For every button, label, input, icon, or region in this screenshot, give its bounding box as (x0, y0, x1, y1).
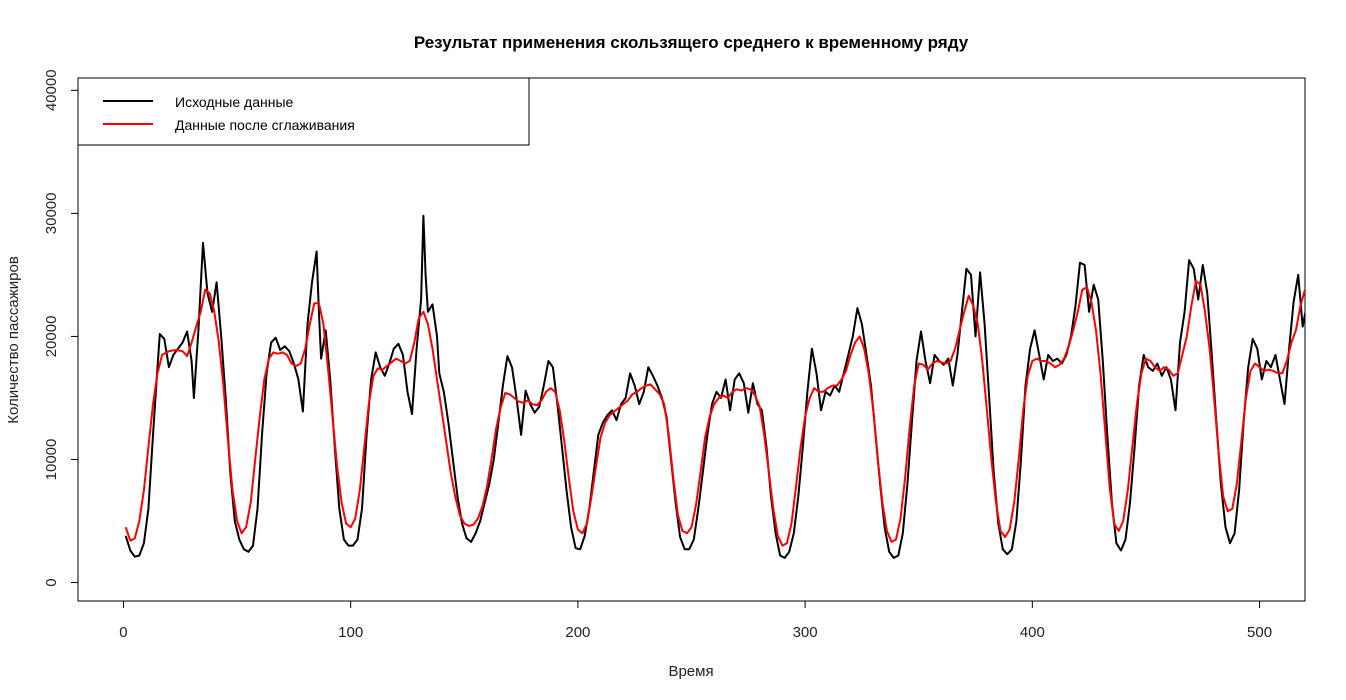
series-line-original (124, 214, 1305, 559)
x-tick-label: 400 (1020, 624, 1045, 641)
legend-label-smoothed: Данные после сглаживания (175, 117, 355, 133)
x-axis: 0 100 200 300 400 500 (119, 600, 1272, 641)
y-axis-label: Количество пассажиров (5, 256, 22, 424)
legend-label-original: Исходные данные (175, 94, 294, 110)
legend: Исходные данные Данные после сглаживания (77, 77, 530, 146)
x-tick-label: 0 (119, 624, 127, 641)
y-tick-label: 20000 (43, 316, 60, 358)
chart-title: Результат применения скользящего среднег… (414, 33, 969, 52)
y-tick-label: 30000 (43, 193, 60, 235)
x-tick-label: 500 (1247, 624, 1272, 641)
y-axis: 0 10000 20000 30000 40000 (43, 69, 79, 587)
series-line-smoothed (124, 280, 1305, 547)
x-tick-label: 200 (565, 624, 590, 641)
legend-box (77, 77, 530, 146)
x-tick-label: 300 (793, 624, 818, 641)
x-axis-label: Время (668, 663, 713, 680)
y-tick-label: 10000 (43, 439, 60, 481)
x-tick-label: 100 (338, 624, 363, 641)
y-tick-label: 0 (43, 578, 60, 586)
series-layer (124, 214, 1305, 559)
y-tick-label: 40000 (43, 69, 60, 111)
